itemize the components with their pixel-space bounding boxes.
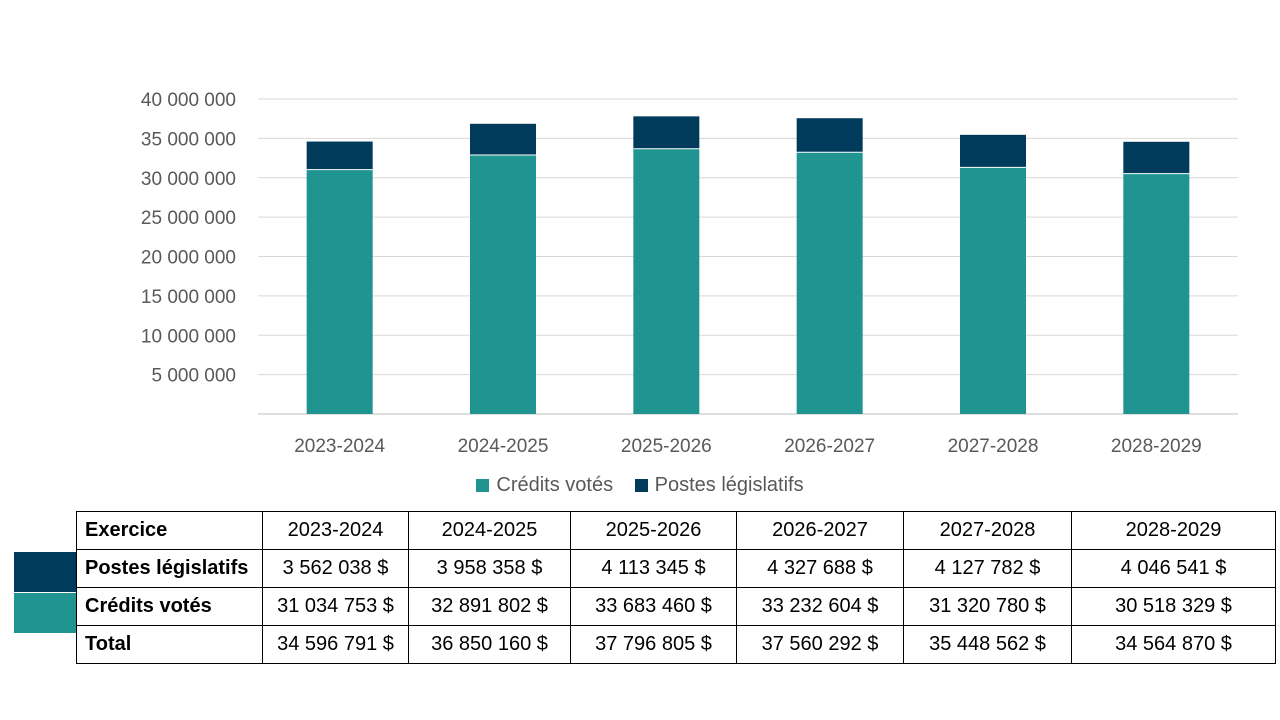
y-tick-label: 35 000 000 (141, 129, 236, 150)
x-tick-label: 2026-2027 (784, 436, 875, 457)
table-cell: 31 320 780 $ (903, 587, 1072, 626)
bar-postes-legislatifs (1123, 141, 1190, 174)
bar-credits-votes (633, 148, 700, 415)
legend-entry-credits: Crédits votés (476, 474, 613, 497)
table-row-credits: Crédits votés 31 034 753 $ 32 891 802 $ … (76, 587, 1276, 626)
bar-credits-votes (796, 152, 863, 414)
table-header-cell: 2026-2027 (736, 511, 904, 550)
table-cell: 33 232 604 $ (736, 587, 904, 626)
table-row-postes: Postes législatifs 3 562 038 $ 3 958 358… (76, 549, 1276, 588)
y-tick-label: 10 000 000 (141, 326, 236, 347)
table-cell: 37 796 805 $ (570, 625, 737, 664)
table-cell: 30 518 329 $ (1071, 587, 1276, 626)
table-header-cell: 2027-2028 (903, 511, 1072, 550)
x-tick-label: 2027-2028 (948, 436, 1039, 457)
table-header-cell: 2028-2029 (1071, 511, 1276, 550)
y-tick-label: 40 000 000 (141, 90, 236, 111)
table-cell: 35 448 562 $ (903, 625, 1072, 664)
legend-swatch-credits (476, 479, 490, 492)
table-row-label: Postes législatifs (76, 549, 263, 588)
table-header-row: Exercice 2023-2024 2024-2025 2025-2026 2… (76, 511, 1276, 550)
y-tick-label: 25 000 000 (141, 208, 236, 229)
table-cell: 3 562 038 $ (262, 549, 409, 588)
bar-postes-legislatifs (796, 118, 863, 153)
table-cell: 4 127 782 $ (903, 549, 1072, 588)
y-tick-label: 15 000 000 (141, 287, 236, 308)
table-row-total: Total 34 596 791 $ 36 850 160 $ 37 796 8… (76, 625, 1276, 664)
legend-entry-postes: Postes législatifs (634, 474, 804, 497)
bar-postes-legislatifs (633, 116, 700, 149)
table-key-postes (14, 552, 77, 592)
x-tick-label: 2028-2029 (1111, 436, 1202, 457)
table-row-label: Crédits votés (76, 587, 263, 626)
bar-postes-legislatifs (960, 134, 1026, 168)
table-cell: 37 560 292 $ (736, 625, 904, 664)
table-key-credits (14, 593, 77, 633)
table-row-label: Total (76, 625, 263, 664)
table-header-cell: 2023-2024 (262, 511, 409, 550)
y-tick-label: 30 000 000 (141, 169, 236, 190)
x-tick-label: 2023-2024 (294, 436, 385, 457)
table-cell: 4 113 345 $ (570, 549, 737, 588)
bar-credits-votes (470, 154, 536, 415)
table-cell: 33 683 460 $ (570, 587, 737, 626)
table-cell: 4 327 688 $ (736, 549, 904, 588)
bar-postes-legislatifs (470, 123, 536, 155)
y-tick-label: 20 000 000 (141, 248, 236, 269)
table-cell: 3 958 358 $ (408, 549, 571, 588)
table-header-cell: Exercice (76, 511, 263, 550)
legend-label-credits: Crédits votés (496, 474, 614, 496)
table-cell: 34 564 870 $ (1071, 625, 1276, 664)
table-cell: 32 891 802 $ (408, 587, 571, 626)
x-tick-label: 2024-2025 (458, 436, 549, 457)
bar-postes-legislatifs (306, 141, 373, 170)
table-cell: 36 850 160 $ (408, 625, 571, 664)
bar-credits-votes (306, 169, 373, 414)
table-cell: 34 596 791 $ (262, 625, 409, 664)
legend-swatch-postes (634, 479, 648, 492)
y-tick-label: 5 000 000 (151, 366, 236, 387)
table-cell: 31 034 753 $ (262, 587, 409, 626)
chart-legend: Crédits votés Postes législatifs (0, 474, 1280, 500)
bar-credits-votes (1123, 173, 1190, 414)
table-cell: 4 046 541 $ (1071, 549, 1276, 588)
table-header-cell: 2024-2025 (408, 511, 571, 550)
legend-label-postes: Postes législatifs (654, 474, 804, 496)
data-table: Exercice 2023-2024 2024-2025 2025-2026 2… (76, 511, 1276, 664)
bar-credits-votes (960, 167, 1026, 414)
stacked-bar-chart: 40 000 000 35 000 000 30 000 000 25 000 000… (141, 90, 1238, 457)
x-tick-label: 2025-2026 (621, 436, 712, 457)
table-header-cell: 2025-2026 (570, 511, 737, 550)
